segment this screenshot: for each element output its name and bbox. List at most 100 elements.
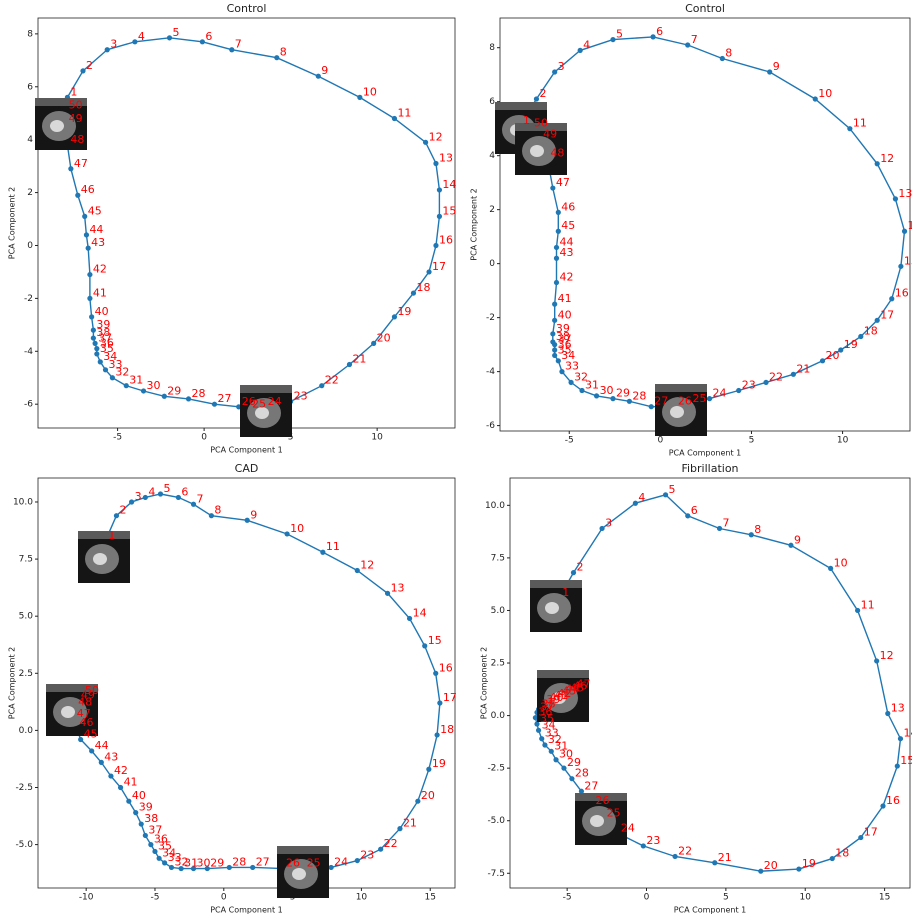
point-marker xyxy=(82,213,88,219)
point-marker xyxy=(92,340,98,346)
point-marker xyxy=(142,832,148,839)
point-label: 32 xyxy=(548,733,562,746)
x-tick-label: 10 xyxy=(371,433,383,443)
point-marker xyxy=(897,736,904,742)
point-label: 39 xyxy=(139,801,153,814)
point-marker xyxy=(226,864,232,871)
mri-thumbnail xyxy=(78,531,130,583)
mri-thumbnail xyxy=(655,384,707,436)
point-label: 38 xyxy=(542,697,556,710)
point-label: 13 xyxy=(391,581,405,594)
point-marker xyxy=(433,242,439,249)
point-label: 47 xyxy=(556,176,570,189)
point-label: 15 xyxy=(428,634,442,647)
x-tick-label: 10 xyxy=(800,893,812,903)
point-marker xyxy=(568,379,574,386)
point-label: 31 xyxy=(184,857,198,870)
y-tick-label: 4 xyxy=(27,135,33,145)
point-marker xyxy=(244,517,250,523)
point-marker xyxy=(610,36,616,43)
point-marker xyxy=(162,860,168,866)
point-label: 11 xyxy=(861,598,875,611)
point-label: 45 xyxy=(88,204,102,217)
point-label: 50 xyxy=(69,99,83,112)
point-label: 37 xyxy=(540,700,554,713)
point-marker xyxy=(422,139,429,145)
x-tick-label: -5 xyxy=(563,893,572,903)
point-marker xyxy=(229,47,235,53)
y-tick-label: -2 xyxy=(486,313,495,323)
point-label: 46 xyxy=(81,183,95,196)
point-marker xyxy=(685,513,691,519)
point-label: 23 xyxy=(646,834,660,847)
thumbnail-top xyxy=(240,385,292,393)
mri-thumbnail xyxy=(537,670,589,722)
point-marker xyxy=(593,393,600,399)
point-label: 35 xyxy=(558,343,572,356)
point-label: 34 xyxy=(162,846,176,859)
point-marker xyxy=(426,766,432,772)
point-marker xyxy=(94,351,100,357)
point-marker xyxy=(378,846,384,852)
point-label: 5 xyxy=(163,482,170,495)
point-marker xyxy=(104,47,110,53)
point-marker xyxy=(535,727,542,733)
point-marker xyxy=(157,491,164,497)
point-marker xyxy=(577,47,583,53)
x-tick-label: 5 xyxy=(749,436,755,446)
point-marker xyxy=(599,525,605,532)
point-label: 16 xyxy=(439,233,453,246)
point-label: 14 xyxy=(442,178,456,191)
point-label: 41 xyxy=(124,775,138,788)
point-marker xyxy=(819,358,826,364)
point-label: 3 xyxy=(110,38,117,51)
point-marker xyxy=(767,69,773,75)
thumbnail-top xyxy=(537,670,589,678)
point-label: 27 xyxy=(256,855,270,868)
point-label: 43 xyxy=(91,236,105,249)
y-axis-label: PCA Component 2 xyxy=(8,647,17,720)
thumbnail-top xyxy=(78,531,130,539)
y-axis-label: PCA Component 2 xyxy=(470,188,479,261)
point-label: 32 xyxy=(115,366,129,379)
point-marker xyxy=(406,615,413,622)
point-label: 20 xyxy=(764,859,778,872)
mri-thumbnail xyxy=(277,846,329,898)
y-tick-label: 0.0 xyxy=(491,711,506,721)
thumbnail-chamber xyxy=(552,692,566,704)
point-label: 8 xyxy=(754,523,761,536)
thumbnail-chamber xyxy=(530,145,544,157)
point-label: 25 xyxy=(307,857,321,870)
y-tick-label: 0 xyxy=(27,241,33,251)
point-marker xyxy=(901,228,908,234)
point-label: 7 xyxy=(235,38,242,51)
point-marker xyxy=(552,352,558,359)
point-label: 35 xyxy=(100,342,114,355)
point-label: 10 xyxy=(290,522,304,535)
point-marker xyxy=(90,335,96,341)
point-marker xyxy=(175,494,181,501)
point-label: 22 xyxy=(769,370,783,383)
point-marker xyxy=(788,542,794,548)
point-label: 42 xyxy=(93,263,107,276)
point-marker xyxy=(561,765,567,771)
y-tick-label: 5.0 xyxy=(491,606,506,616)
point-marker xyxy=(85,245,91,251)
point-marker xyxy=(140,388,147,394)
point-marker xyxy=(156,855,162,861)
point-label: 22 xyxy=(325,374,339,387)
mri-thumbnail xyxy=(46,684,98,736)
point-label: 43 xyxy=(559,246,573,259)
point-label: 17 xyxy=(432,260,446,273)
point-label: 1 xyxy=(108,529,115,542)
point-marker xyxy=(894,763,900,769)
point-label: 38 xyxy=(144,812,158,825)
point-label: 25 xyxy=(252,397,266,410)
y-tick-label: 7.5 xyxy=(491,553,505,563)
y-tick-label: 6 xyxy=(489,97,495,107)
point-label: 26 xyxy=(596,794,610,807)
point-marker xyxy=(250,864,256,871)
x-tick-label: 15 xyxy=(879,893,890,903)
point-marker xyxy=(384,590,391,596)
point-label: 33 xyxy=(565,360,579,373)
